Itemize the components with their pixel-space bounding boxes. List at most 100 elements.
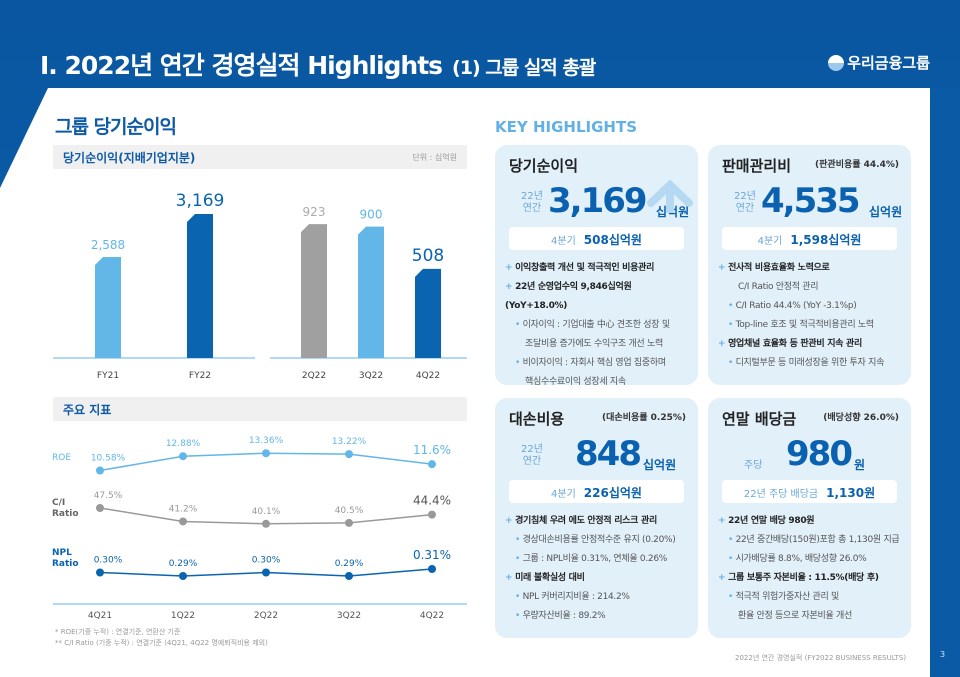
footnote-roe: * ROE(기중 누적) : 연결기준, 연환산 기준 bbox=[55, 628, 181, 636]
prefix-line: 연간 bbox=[522, 203, 542, 214]
prefix-line: 연간 bbox=[522, 456, 542, 467]
footer-text: 2022년 연간 경영실적 (FY2022 BUSINESS RESULTS) bbox=[735, 654, 907, 662]
woori-logo-icon bbox=[828, 54, 845, 71]
bullet-item: 조달비용 증가에도 수익구조 개선 노력 bbox=[525, 339, 663, 349]
bullet-item: 핵심수수료이익 성장세 지속 bbox=[525, 377, 626, 387]
data-point bbox=[262, 449, 270, 458]
data-point bbox=[96, 504, 104, 512]
bullet-item: 22년 중간배당(150원)포함 총 1,130원 지급 bbox=[718, 531, 905, 550]
x-tick-label: 1Q22 bbox=[171, 611, 195, 620]
title-text: I. 2022년 연간 경영실적 Highlights bbox=[40, 51, 443, 80]
quarter-value: 508십억원 bbox=[583, 233, 642, 247]
prefix-line: 22년 bbox=[734, 191, 756, 202]
net-income-bar-chart: 2,588 FY21 3,169 FY22 923 2Q22 900 3Q22 508 4Q22 bbox=[53, 191, 467, 381]
value-unit: 원 bbox=[854, 458, 866, 472]
bullet-list: 전사적 비용효율화 노력으로 C/I Ratio 안정적 관리 C/I Ratio … bbox=[718, 259, 905, 373]
bullet-item: 22년 연말 배당 980원 bbox=[718, 512, 905, 531]
bullet-item: 이자이익 : 기업대출 中心 견조한 성장 및 bbox=[505, 316, 692, 335]
card-note: (배당성향 26.0%) bbox=[823, 413, 899, 423]
highlight-card: 연말 배당금 (배당성향 26.0%) 주당 980 원 22년 주당 배당금 1,130원… bbox=[708, 398, 911, 638]
data-label: 12.88% bbox=[166, 439, 201, 449]
bullet-item: 디지털부문 등 미래성장을 위한 투자 지속 bbox=[718, 354, 905, 373]
data-label: 41.2% bbox=[169, 504, 198, 514]
quarter-label: 4분기 bbox=[551, 236, 576, 247]
bar-value-label: 2,588 bbox=[91, 238, 125, 252]
right-strip bbox=[930, 88, 960, 677]
value-prefix: 주당 bbox=[744, 460, 762, 472]
data-label: 13.36% bbox=[249, 436, 284, 446]
bar-value-label: 3,169 bbox=[176, 191, 225, 211]
indicators-header: 주요 지표 bbox=[53, 397, 467, 421]
card-note: (대손비용률 0.25%) bbox=[602, 413, 686, 423]
bullet-item: 적극적 위험가중자산 관리 및 bbox=[718, 588, 905, 607]
quarter-box: 4분기 508십억원 bbox=[509, 227, 684, 250]
section-title: 그룹 당기순이익 bbox=[55, 116, 177, 138]
logo-text: 우리금융그룹 bbox=[847, 54, 930, 72]
bar bbox=[358, 226, 384, 358]
bullet-item: 영업채널 효율화 등 판관비 지속 관리 bbox=[718, 335, 905, 354]
card-note: (판관비용률 44.4%) bbox=[815, 160, 899, 170]
net-income-title: 당기순이익(지배기업지분) bbox=[63, 151, 196, 165]
logo: 우리금융그룹 bbox=[828, 52, 930, 73]
quarter-value: 1,130원 bbox=[826, 486, 876, 500]
card-title: 당기순이익 bbox=[509, 157, 579, 175]
unit-label: 단위 : 십억원 bbox=[412, 153, 457, 162]
data-label: 11.6% bbox=[413, 443, 451, 457]
data-label: 0.30% bbox=[94, 556, 123, 566]
bullet-item: 미래 불확실성 대비 bbox=[505, 569, 692, 588]
quarter-box: 22년 주당 배당금 1,130원 bbox=[722, 480, 897, 503]
bullet-item: 시가배당률 8.8%, 배당성향 26.0% bbox=[718, 550, 905, 569]
value-prefix: 22년 연간 bbox=[521, 444, 543, 468]
quarter-label: 4분기 bbox=[757, 236, 783, 247]
bar-value-label: 923 bbox=[303, 205, 326, 219]
x-tick-label: 4Q22 bbox=[416, 371, 440, 381]
card-title: 대손비용 bbox=[509, 410, 565, 428]
data-label: 40.1% bbox=[252, 507, 281, 517]
bullet-item: 우량자산비율 : 89.2% bbox=[505, 607, 692, 626]
indicators-title: 주요 지표 bbox=[63, 403, 112, 417]
quarter-value: 226십억원 bbox=[583, 486, 642, 500]
bullet-item: 그룹 : NPL비율 0.31%, 연체율 0.26% bbox=[505, 550, 692, 569]
bullet-item: 경상대손비용률 안정적수준 유지 (0.20%) bbox=[505, 531, 692, 550]
value-unit: 십억원 bbox=[869, 205, 903, 219]
highlight-card: 판매관리비 (판관비용률 44.4%) 22년 연간 4,535 십억원 4분기 1,598십… bbox=[708, 145, 911, 385]
bullet-item: Top-line 호조 및 적극적비용관리 노력 bbox=[718, 316, 905, 335]
bullet-item: 환율 안정 등으로 자본비율 개선 bbox=[738, 611, 852, 621]
data-label: 10.58% bbox=[91, 454, 126, 464]
x-tick-label: 2Q22 bbox=[254, 611, 278, 620]
data-point bbox=[179, 452, 187, 461]
page-subtitle: (1) 그룹 실적 총괄 bbox=[452, 57, 596, 79]
data-point bbox=[262, 568, 270, 577]
bar-value-label: 508 bbox=[412, 246, 444, 266]
quarter-value: 1,598십억원 bbox=[790, 233, 862, 247]
series-name-npl: NPL Ratio bbox=[52, 548, 79, 569]
page-title: I. 2022년 연간 경영실적 Highlights (1) 그룹 실적 총괄 bbox=[40, 46, 596, 82]
value-prefix: 22년 연간 bbox=[734, 191, 756, 215]
data-label: 0.29% bbox=[169, 559, 198, 569]
headline-value: 848 bbox=[575, 434, 642, 474]
x-tick-label: 4Q22 bbox=[420, 611, 444, 620]
quarter-label: 4분기 bbox=[551, 489, 576, 500]
bullet-item: NPL 커버리지비율 : 214.2% bbox=[505, 588, 692, 607]
quarter-label: 22년 주당 배당금 bbox=[743, 489, 819, 500]
footnote-ci: ** C/I Ratio (기중 누적) : 연결기준 (4Q21, 4Q22 … bbox=[55, 639, 268, 647]
x-tick-label: 4Q21 bbox=[88, 611, 112, 620]
data-point bbox=[179, 517, 187, 526]
series-name-roe: ROE bbox=[52, 453, 72, 463]
footnotes: * ROE(기중 누적) : 연결기준, 연환산 기준 ** C/I Ratio… bbox=[55, 627, 268, 649]
series-name-ci: C/I Ratio bbox=[52, 498, 79, 519]
value-prefix: 22년 연간 bbox=[521, 191, 543, 215]
data-label: 47.5% bbox=[94, 491, 123, 501]
bar bbox=[187, 213, 213, 358]
bullet-item: C/I Ratio 44.4% (YoY -3.1%p) bbox=[718, 297, 905, 316]
headline-value: 4,535 bbox=[761, 181, 861, 221]
x-tick-label: 2Q22 bbox=[302, 371, 326, 381]
bullet-item: 그룹 보통주 자본비율 : 11.5%(배당 후) bbox=[718, 569, 905, 588]
bar bbox=[415, 268, 441, 358]
bullet-item: 비이자이익 : 자회사 핵심 영업 집중하며 bbox=[505, 354, 692, 373]
x-tick-label: 3Q22 bbox=[337, 611, 361, 620]
bar-value-label: 900 bbox=[360, 208, 383, 222]
headline-value: 3,169 bbox=[548, 181, 648, 221]
